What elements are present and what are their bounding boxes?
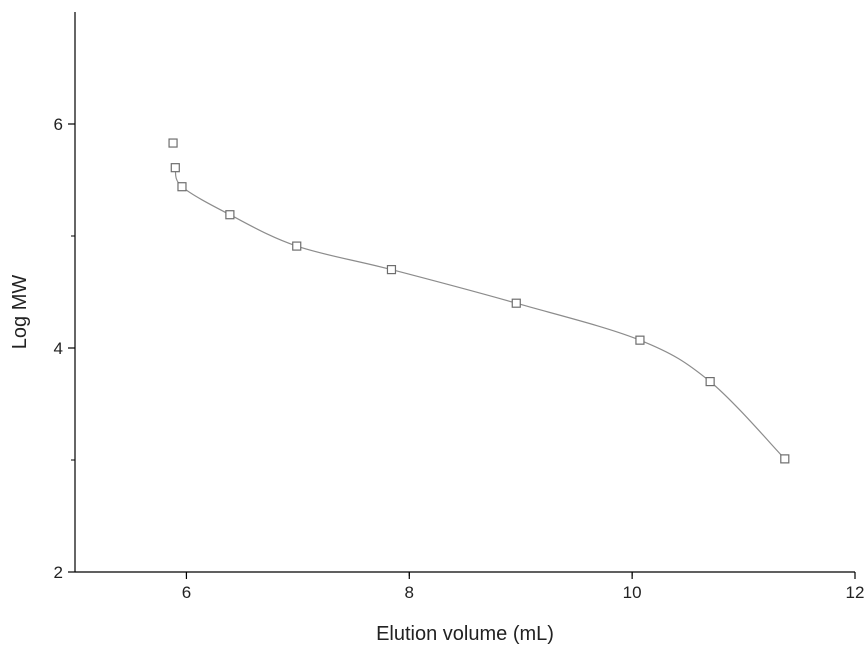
y-axis-ticks: 2 4 6	[54, 115, 75, 582]
data-point	[635, 335, 645, 345]
x-tick-label: 12	[846, 583, 865, 602]
x-axis-ticks: 6 8 10 12	[182, 572, 865, 602]
plot-frame	[74, 12, 855, 573]
data-point	[225, 210, 235, 220]
data-point	[170, 163, 180, 173]
data-point	[511, 298, 521, 308]
x-tick-label: 10	[623, 583, 642, 602]
x-axis-title: Elution volume (mL)	[376, 623, 554, 645]
y-tick-label: 4	[54, 339, 63, 358]
data-point	[168, 138, 178, 148]
x-tick-label: 8	[405, 583, 414, 602]
data-points	[168, 138, 790, 464]
y-axis-title: Log MW	[9, 275, 31, 350]
data-point	[386, 265, 397, 275]
data-point	[705, 377, 715, 387]
y-tick-label: 6	[54, 115, 63, 134]
x-tick-label: 6	[182, 583, 191, 602]
data-point	[177, 182, 187, 192]
data-point	[292, 241, 302, 251]
data-point	[780, 454, 790, 464]
y-tick-label: 2	[54, 563, 63, 582]
fit-curve	[174, 167, 786, 460]
